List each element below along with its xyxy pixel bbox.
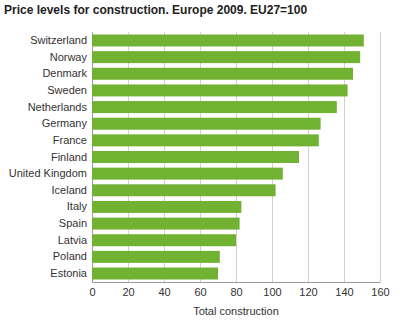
x-tick-label: 160 xyxy=(371,286,389,298)
bar xyxy=(92,268,218,280)
y-tick: Iceland xyxy=(52,184,92,196)
category-label: Germany xyxy=(42,117,88,129)
x-tick-label: 20 xyxy=(122,286,134,298)
y-tick: Estonia xyxy=(50,267,92,279)
bar xyxy=(92,218,240,230)
category-label: Switzerland xyxy=(30,34,87,46)
category-label: Norway xyxy=(50,51,88,63)
y-tick: Spain xyxy=(59,217,92,229)
category-label: Sweden xyxy=(47,84,87,96)
category-label: Poland xyxy=(53,250,87,262)
bar xyxy=(92,51,360,63)
title: Price levels for construction. Europe 20… xyxy=(4,3,307,17)
y-axis: Switzerland Norway Denmark Sweden Netherland… xyxy=(9,33,93,283)
bars xyxy=(92,34,364,279)
y-tick: Finland xyxy=(51,151,92,163)
bar xyxy=(92,251,220,263)
bar xyxy=(92,234,236,246)
category-label: Spain xyxy=(59,217,87,229)
x-tick-label: 100 xyxy=(263,286,281,298)
category-label: Iceland xyxy=(52,184,87,196)
y-tick: Poland xyxy=(53,250,92,262)
bar xyxy=(92,68,353,80)
x-axis-title: Total construction xyxy=(193,305,279,317)
x-tick-label: 60 xyxy=(194,286,206,298)
y-tick: Switzerland xyxy=(30,34,92,46)
y-tick: Latvia xyxy=(58,234,92,246)
category-label: Latvia xyxy=(58,234,88,246)
grid-line xyxy=(380,32,381,282)
x-tick-label: 120 xyxy=(299,286,317,298)
y-tick: Netherlands xyxy=(28,101,92,113)
category-label: Finland xyxy=(51,151,87,163)
y-tick: Germany xyxy=(42,117,92,129)
category-label: Netherlands xyxy=(28,101,88,113)
y-tick: Norway xyxy=(50,51,92,63)
bar xyxy=(92,168,283,180)
category-label: Italy xyxy=(67,200,88,212)
bar xyxy=(92,84,348,96)
chart: Price levels for construction. Europe 20… xyxy=(0,0,400,320)
bar xyxy=(92,118,321,130)
x-tick-label: 40 xyxy=(158,286,170,298)
category-label: United Kingdom xyxy=(9,167,87,179)
bar xyxy=(92,151,299,163)
bar xyxy=(92,101,337,113)
x-tick-label: 140 xyxy=(335,286,353,298)
y-tick: United Kingdom xyxy=(9,167,92,179)
x-tick: 160 xyxy=(371,32,389,298)
bar xyxy=(92,34,364,46)
category-label: Estonia xyxy=(50,267,88,279)
x-axis-line xyxy=(93,282,381,283)
x-axis: 0 20 40 60 80 100 120 140 160 xyxy=(89,32,389,298)
y-tick: Sweden xyxy=(47,84,92,96)
plot: 0 20 40 60 80 100 120 140 160 Switzerland Norway De… xyxy=(9,32,390,298)
x-tick-label: 0 xyxy=(89,286,95,298)
y-tick: Denmark xyxy=(42,67,92,79)
category-label: France xyxy=(53,134,87,146)
bar xyxy=(92,201,241,213)
bar xyxy=(92,134,319,146)
y-tick: France xyxy=(53,134,92,146)
category-label: Denmark xyxy=(42,67,87,79)
x-tick-label: 80 xyxy=(230,286,242,298)
y-tick: Italy xyxy=(67,200,92,212)
bar xyxy=(92,184,276,196)
